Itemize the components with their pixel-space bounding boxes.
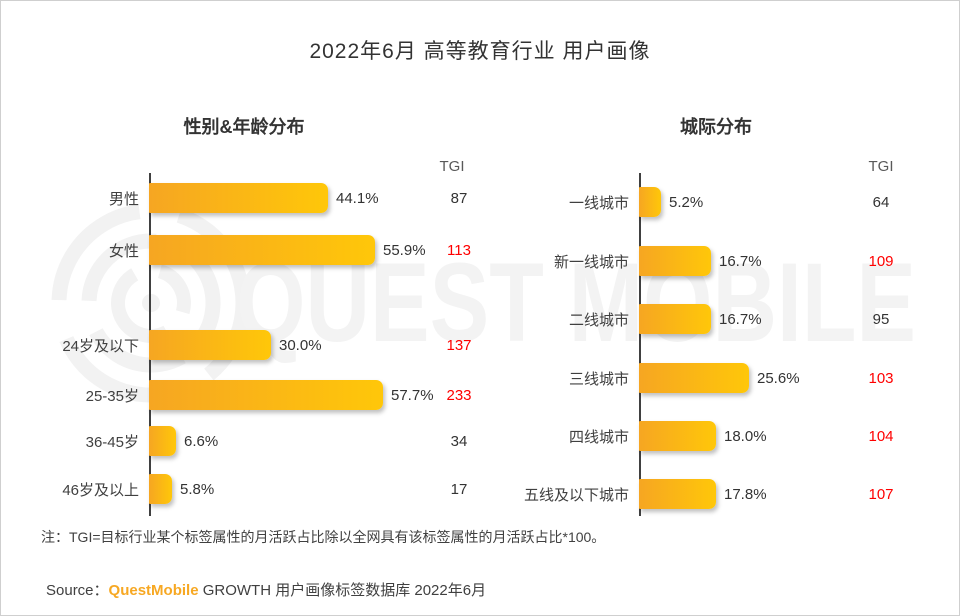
gender-age-chart: 性别&年龄分布 TGI 男性 44.1% 87 女性 55.9% 113 24岁及以下 30.… — [41, 106, 487, 516]
chart-row: 36-45岁 6.6% 34 — [41, 426, 487, 456]
bar-area: 6.6% — [149, 426, 431, 456]
value-label: 16.7% — [719, 310, 762, 328]
category-label: 四线城市 — [568, 428, 629, 446]
chart-row: 24岁及以下 30.0% 137 — [41, 330, 487, 360]
value-bar — [149, 235, 375, 265]
tgi-value: 233 — [446, 386, 472, 404]
bar-area: 5.8% — [149, 474, 431, 504]
value-bar — [639, 304, 711, 334]
bar-area: 44.1% — [149, 183, 431, 213]
value-bar — [639, 479, 716, 509]
tgi-footnote: 注：TGI=目标行业某个标签属性的月活跃占比除以全网具有该标签属性的月活跃占比*… — [41, 529, 606, 545]
tgi-value: 104 — [868, 427, 894, 445]
chart-row: 女性 55.9% 113 — [41, 235, 487, 265]
city-tier-chart: 城际分布 TGI 一线城市 5.2% 64 新一线城市 16.7% 109 二线城市 16.7… — [521, 106, 911, 516]
bar-area: 57.7% — [149, 380, 434, 410]
page-title: 2022年6月 高等教育行业 用户画像 — [309, 40, 651, 63]
category-label: 五线及以下城市 — [523, 486, 629, 504]
source-line: Source：QuestMobile GROWTH 用户画像标签数据库 2022… — [46, 579, 486, 600]
category-label: 新一线城市 — [553, 253, 629, 271]
value-bar — [149, 474, 172, 504]
value-label: 57.7% — [391, 386, 434, 404]
bar-area: 30.0% — [149, 330, 431, 360]
value-bar — [639, 363, 749, 393]
gender-age-chart-title: 性别&年龄分布 — [183, 117, 305, 137]
tgi-value: 137 — [446, 336, 472, 354]
gender-age-chart-rows: 男性 44.1% 87 女性 55.9% 113 24岁及以下 30.0% 137 25-35岁 5… — [41, 178, 487, 504]
value-label: 16.7% — [719, 252, 762, 270]
bar-area: 17.8% — [639, 479, 851, 509]
chart-row: 四线城市 18.0% 104 — [521, 421, 911, 451]
chart-row: 一线城市 5.2% 64 — [521, 187, 911, 217]
chart-row: 新一线城市 16.7% 109 — [521, 246, 911, 276]
category-label: 46岁及以上 — [62, 481, 139, 499]
category-label: 男性 — [108, 190, 139, 208]
category-label: 二线城市 — [568, 311, 629, 329]
tgi-value: 64 — [872, 193, 890, 211]
source-prefix: Source： — [46, 582, 109, 599]
tgi-value: 103 — [868, 369, 894, 387]
category-label: 女性 — [108, 242, 139, 260]
value-label: 55.9% — [383, 241, 426, 259]
tgi-value: 113 — [447, 241, 471, 259]
bar-area: 55.9% — [149, 235, 431, 265]
value-label: 5.8% — [180, 480, 215, 498]
value-label: 6.6% — [184, 432, 219, 450]
tgi-column-header: TGI — [439, 158, 465, 175]
bar-area: 16.7% — [639, 304, 851, 334]
category-label: 25-35岁 — [85, 387, 139, 405]
value-bar — [639, 246, 711, 276]
source-suffix: GROWTH 用户画像标签数据库 2022年6月 — [198, 582, 487, 599]
value-label: 30.0% — [279, 336, 322, 354]
category-label: 24岁及以下 — [62, 337, 139, 355]
tgi-value: 109 — [868, 252, 894, 270]
source-brand: QuestMobile — [108, 582, 199, 599]
tgi-value: 87 — [450, 189, 468, 207]
chart-row: 二线城市 16.7% 95 — [521, 304, 911, 334]
value-label: 25.6% — [757, 369, 800, 387]
tgi-value: 107 — [868, 485, 894, 503]
bar-area: 18.0% — [639, 421, 851, 451]
value-label: 17.8% — [724, 485, 767, 503]
value-label: 18.0% — [724, 427, 767, 445]
tgi-value: 95 — [872, 310, 890, 328]
category-label: 一线城市 — [568, 194, 629, 212]
tgi-value: 17 — [450, 480, 468, 498]
value-bar — [149, 330, 271, 360]
value-bar — [149, 183, 328, 213]
chart-row: 男性 44.1% 87 — [41, 183, 487, 213]
value-bar — [639, 421, 716, 451]
chart-row: 46岁及以上 5.8% 17 — [41, 474, 487, 504]
city-tier-chart-rows: 一线城市 5.2% 64 新一线城市 16.7% 109 二线城市 16.7% 95 三线城市 25… — [521, 178, 911, 509]
value-bar — [149, 380, 383, 410]
category-label: 36-45岁 — [85, 433, 139, 451]
chart-row: 三线城市 25.6% 103 — [521, 363, 911, 393]
chart-row: 五线及以下城市 17.8% 107 — [521, 479, 911, 509]
value-label: 5.2% — [669, 193, 704, 211]
city-tier-chart-title: 城际分布 — [680, 117, 752, 137]
tgi-value: 34 — [450, 432, 468, 450]
value-label: 44.1% — [336, 189, 379, 207]
bar-area: 5.2% — [639, 187, 851, 217]
bar-area: 16.7% — [639, 246, 851, 276]
chart-row: 25-35岁 57.7% 233 — [41, 380, 487, 410]
value-bar — [149, 426, 176, 456]
category-label: 三线城市 — [568, 370, 629, 388]
tgi-column-header: TGI — [868, 158, 894, 175]
y-axis-line — [639, 173, 641, 516]
value-bar — [639, 187, 661, 217]
bar-area: 25.6% — [639, 363, 851, 393]
